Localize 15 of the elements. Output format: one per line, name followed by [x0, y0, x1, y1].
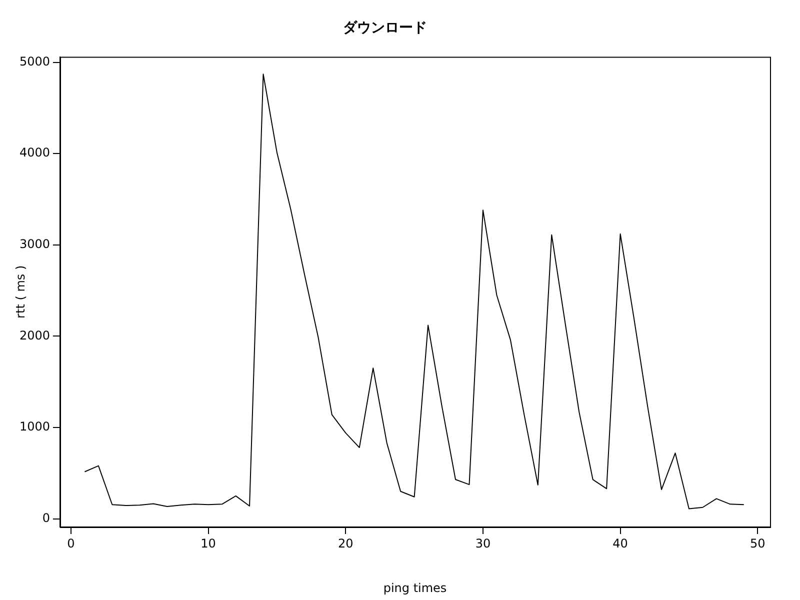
y-tick-label: 4000 — [19, 146, 50, 160]
x-tick-label: 40 — [612, 536, 628, 550]
x-tick-label: 30 — [475, 536, 491, 550]
x-tick-label: 20 — [338, 536, 354, 550]
y-axis-title: rtt ( ms ) — [13, 265, 28, 318]
x-axis-title: ping times — [383, 580, 447, 595]
y-tick-label: 2000 — [19, 328, 50, 342]
chart-title: ダウンロード — [343, 20, 427, 36]
y-tick-label: 5000 — [19, 54, 50, 68]
y-tick-label: 0 — [42, 510, 50, 525]
x-tick-label: 50 — [750, 536, 766, 550]
y-tick-label: 1000 — [19, 420, 50, 434]
x-tick-label: 10 — [200, 536, 216, 550]
y-tick-label: 3000 — [19, 237, 50, 252]
x-tick-label: 0 — [67, 536, 75, 550]
